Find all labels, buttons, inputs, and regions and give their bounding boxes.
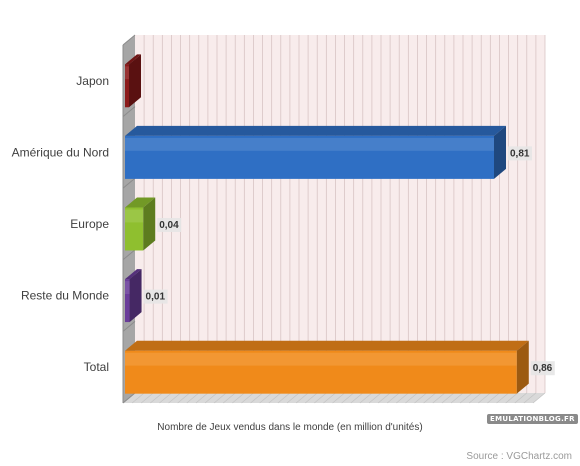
bar <box>125 207 144 251</box>
x-axis-label: Nombre de Jeux vendus dans le monde (en … <box>157 422 423 433</box>
floor-gridline <box>386 392 400 404</box>
floor-gridline <box>168 392 181 404</box>
bar-side <box>129 269 142 323</box>
data-label-box <box>157 218 182 232</box>
floor-gridline <box>277 392 291 404</box>
floor-gridline <box>140 392 154 404</box>
bar-highlight <box>125 352 517 366</box>
floor-gridline <box>186 392 200 404</box>
category-label: Japon <box>76 74 109 88</box>
data-label-box <box>530 361 555 376</box>
floor-gridline <box>514 392 528 404</box>
floor-gridline <box>323 392 336 404</box>
floor-gridline <box>341 392 354 404</box>
bar-highlight <box>125 209 144 223</box>
floor-gridline <box>359 392 373 404</box>
category-label: Reste du Monde <box>21 289 109 303</box>
source-credit: Source : VGChartz.com <box>466 451 572 462</box>
data-label-box <box>143 289 168 304</box>
floor-gridline <box>204 392 218 404</box>
floor-gridline <box>450 392 464 404</box>
floor-gridline <box>478 392 491 404</box>
data-label: 0,86 <box>533 363 553 374</box>
floor-gridline <box>396 392 409 404</box>
floor-gridline <box>487 392 500 404</box>
floor-gridline <box>377 392 391 404</box>
bar-side <box>129 54 141 108</box>
bar-top <box>125 125 506 136</box>
floor-gridline <box>177 392 190 404</box>
bar-side <box>516 340 529 394</box>
bar <box>125 135 494 179</box>
floor-gridline <box>150 392 163 404</box>
bar <box>125 350 517 394</box>
floor-gridline <box>304 392 318 404</box>
bar-top <box>125 54 141 65</box>
bar-top <box>125 197 156 208</box>
floor-gridline <box>241 392 254 404</box>
floor-gridline <box>159 392 172 404</box>
bar-highlight <box>125 137 494 151</box>
data-label-box <box>508 146 532 161</box>
bar <box>125 64 129 108</box>
floor-gridline <box>423 392 436 404</box>
category-label: Amérique du Nord <box>12 145 109 159</box>
floor-gridline <box>350 392 364 404</box>
category-label: Total <box>84 360 109 374</box>
category-tick <box>122 249 136 261</box>
floor-gridline <box>131 392 145 404</box>
floor-gridline <box>314 392 327 404</box>
plot-back-wall <box>135 35 545 393</box>
floor-gridline <box>259 392 272 404</box>
data-label: 0,04 <box>159 220 179 231</box>
watermark-logo: EMULATIONBLOG.FR <box>487 414 578 424</box>
floor-gridline <box>505 392 518 404</box>
plot-floor <box>123 393 545 403</box>
floor-gridline <box>268 392 282 404</box>
category-label: Europe <box>70 217 109 231</box>
floor-gridline <box>441 392 455 404</box>
floor-gridline <box>332 392 345 404</box>
floor-gridline <box>222 392 236 404</box>
floor-gridline <box>195 392 209 404</box>
floor-gridline <box>414 392 427 404</box>
floor-gridline <box>295 392 309 404</box>
bar-top <box>125 340 529 351</box>
floor-gridline <box>459 392 473 404</box>
category-tick <box>122 177 136 189</box>
bar-side <box>494 125 506 179</box>
floor-gridline <box>232 392 245 404</box>
floor-gridline <box>250 392 263 404</box>
category-tick <box>122 392 136 404</box>
data-label: 0,81 <box>510 148 530 159</box>
floor-gridline <box>496 392 509 404</box>
bar <box>125 279 130 323</box>
floor-gridline <box>432 392 446 404</box>
category-tick <box>122 321 136 332</box>
floor-gridline <box>532 392 546 404</box>
bar-side <box>143 197 156 251</box>
data-label: 0,01 <box>146 292 166 303</box>
bar-highlight <box>125 66 129 80</box>
floor-gridline <box>213 392 227 404</box>
floor-gridline <box>405 392 418 404</box>
floor-gridline <box>286 392 300 404</box>
bar-highlight <box>125 281 130 295</box>
bar-top <box>125 269 142 280</box>
floor-gridline <box>368 392 382 404</box>
category-tick <box>122 34 136 46</box>
floor-gridline <box>523 392 537 404</box>
floor-gridline <box>468 392 482 404</box>
category-tick <box>122 106 136 117</box>
